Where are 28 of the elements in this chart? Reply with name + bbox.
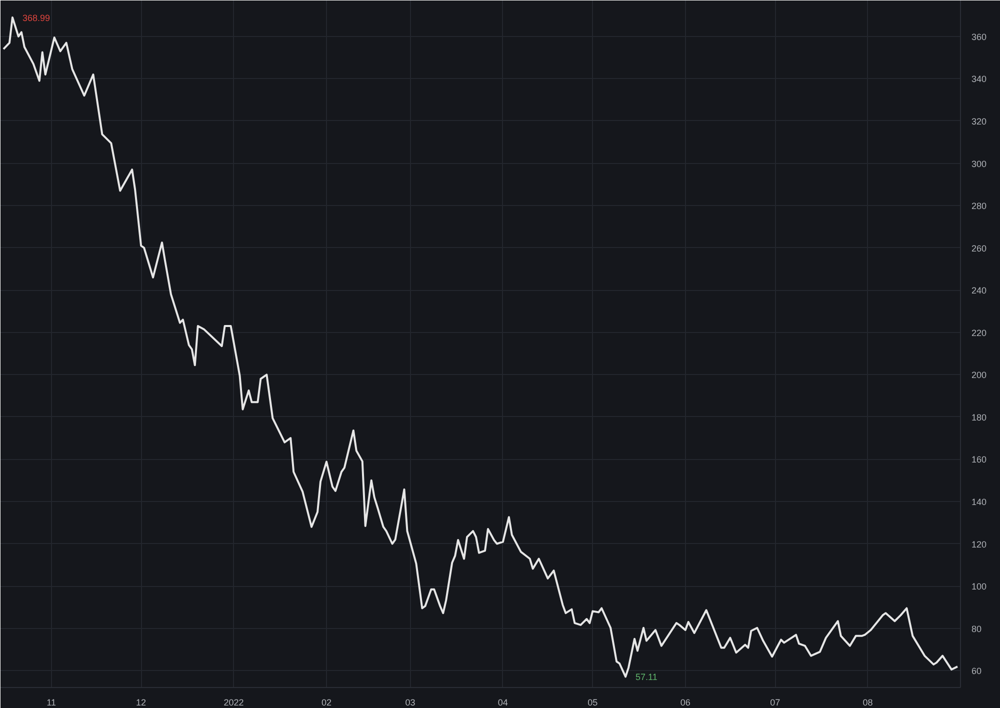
y-tick-label: 200 [972, 370, 987, 380]
y-tick-label: 180 [972, 412, 987, 422]
y-tick-label: 60 [972, 666, 982, 676]
annotation: 368.99 [22, 12, 50, 23]
x-tick-label: 07 [770, 698, 780, 708]
y-tick-label: 300 [972, 158, 987, 169]
x-tick-label: 12 [136, 698, 146, 708]
y-tick-label: 240 [972, 286, 987, 296]
y-tick-label: 100 [972, 582, 987, 592]
y-tick-label: 80 [972, 624, 982, 634]
y-tick-label: 260 [972, 243, 987, 254]
y-tick-label: 360 [972, 32, 987, 42]
x-tick-label: 03 [405, 698, 416, 708]
annotation: 57.11 [636, 672, 658, 682]
x-tick-label: 02 [321, 698, 332, 708]
y-tick-label: 140 [972, 496, 987, 507]
x-tick-label: 2022 [224, 698, 244, 708]
y-tick-label: 280 [972, 201, 987, 212]
y-tick-label: 320 [972, 116, 987, 126]
x-tick-label: 08 [862, 698, 873, 708]
y-tick-label: 340 [972, 74, 987, 84]
x-tick-label: 11 [46, 698, 56, 708]
y-tick-label: 160 [972, 454, 987, 465]
x-tick-label: 04 [498, 698, 508, 708]
y-tick-label: 120 [972, 539, 987, 550]
y-tick-label: 220 [972, 328, 987, 338]
x-tick-label: 05 [588, 698, 598, 708]
x-tick-label: 06 [680, 698, 690, 708]
